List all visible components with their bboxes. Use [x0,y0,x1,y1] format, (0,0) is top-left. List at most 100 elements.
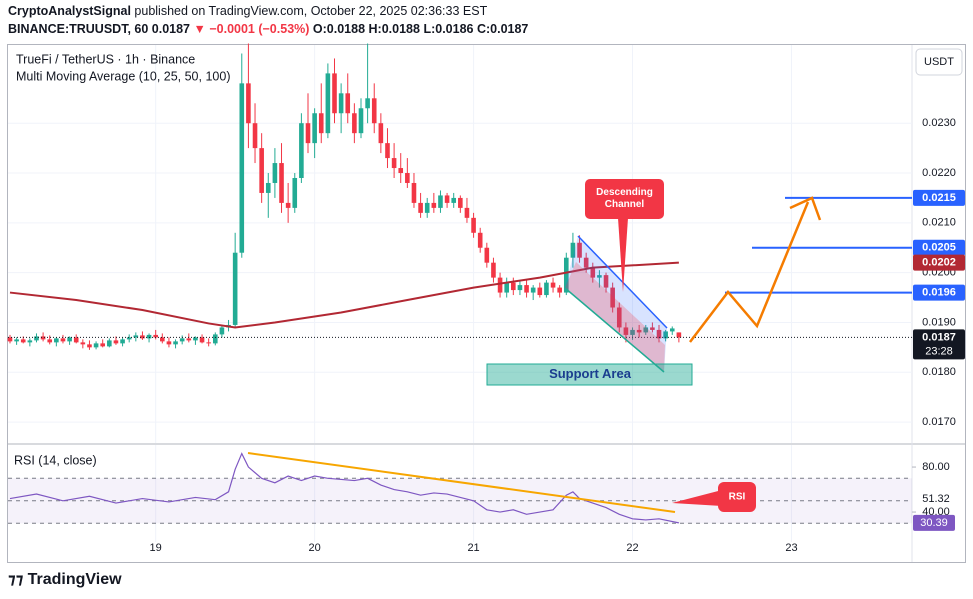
y-tick-label: 0.0180 [922,366,956,378]
candle-body [656,329,662,339]
chart-subtitle: Multi Moving Average (10, 25, 50, 100) [16,69,230,83]
candle-body [272,163,278,183]
tags: 0.0215 0.0205 0.0196 0.0187 23:28 0.0202 51.32… [913,189,965,531]
x-tick-label: 22 [626,542,638,554]
candle-body [603,275,609,288]
candle-body [563,257,569,293]
symbol-line: BINANCE:TRUUSDT, 60 0.0187 ▼ −0.0001 (−0… [8,22,528,36]
chart-title: TrueFi / TetherUS · 1h · Binance [16,52,195,66]
candle-body [265,182,271,193]
currency-button[interactable] [915,48,963,76]
level-tag [913,189,965,206]
y-tick-label: 0.0220 [922,167,956,179]
candle-body [358,108,364,134]
candle-body [140,335,145,339]
candle-body [173,341,178,345]
rsi-title: RSI (14, close) [14,453,97,467]
x-tick-label: 23 [785,542,797,554]
rsi-line [9,452,680,524]
callout-pointer [618,218,628,292]
candle-body [391,158,397,169]
channel-inner [565,262,665,372]
candle-body [338,93,344,114]
high: H:0.0188 [369,22,420,36]
candle-body [20,339,26,343]
candle-body [14,339,19,342]
candle-body [113,340,119,344]
support-box [486,363,693,386]
candle-body [636,329,642,333]
marks [7,43,912,524]
last-price-tag [913,329,965,360]
candle-body [212,334,218,344]
close: C:0.0187 [477,22,528,36]
candle-body [100,343,106,347]
open: O:0.0188 [313,22,365,36]
candle-body [557,287,562,293]
candle-body [504,282,509,293]
candle-body [550,282,556,288]
candle-body [252,123,258,149]
candle-body [246,83,251,124]
support-label: Support Area [549,366,632,381]
rsi-ma-tag [913,491,963,508]
candle-body [166,341,172,345]
candle-body [590,267,596,278]
candle-body [676,332,682,338]
candle-body [398,168,404,174]
candle-body [126,337,132,340]
candle-body [458,197,463,208]
candle-body [352,113,357,134]
footer-logo: ⁊⁊ [8,571,28,588]
candle-body [570,242,576,258]
candle-body [259,148,264,193]
candle-body [411,182,417,203]
candle-body [305,123,311,144]
candle-body [206,342,211,344]
candle-body [583,257,589,268]
footer-brand: ⁊⁊ TradingView [8,571,122,588]
candle-body [73,337,79,343]
y-tick-label: 0.0190 [922,316,956,328]
candle-body [517,285,523,291]
published: published on TradingView.com, October 22… [134,4,487,18]
y-tick-label: 80.00 [922,461,950,473]
candle-body [186,338,192,341]
candle-body [477,232,483,248]
candle-body [318,113,324,134]
candle-body [444,195,450,203]
symbol: BINANCE:TRUUSDT, 60 [8,22,148,36]
candle-body [424,202,430,213]
candle-body [650,327,655,330]
candle-body [597,275,602,278]
candle-body [7,337,13,342]
candle-body [484,247,490,263]
chart-frame [7,44,966,563]
candle-body [385,143,390,159]
candle-body [179,338,185,342]
candle-body [530,287,536,293]
candle-body [378,123,384,144]
candle-body [524,285,529,293]
change: ▼ −0.0001 (−0.53%) [194,22,310,36]
level-tag [913,284,965,301]
candle-body [199,337,205,343]
rsi-ma-label: 51.32 [922,493,950,505]
low: L:0.0186 [423,22,473,36]
candle-body [630,329,635,335]
candle-body [40,336,46,340]
level-tag-label: 0.0205 [922,242,956,254]
y-tick-label: 0.0170 [922,416,956,428]
candle-body [491,262,496,278]
countdown: 23:28 [925,345,953,357]
candle-body [623,327,629,335]
callout-label: Descending Channel [596,187,653,210]
candle-body [511,282,516,291]
candle-body [27,340,33,343]
candle-body [577,242,582,258]
x-tick-label: 21 [467,542,479,554]
level-tag [913,239,965,256]
ma-tag [913,254,965,271]
